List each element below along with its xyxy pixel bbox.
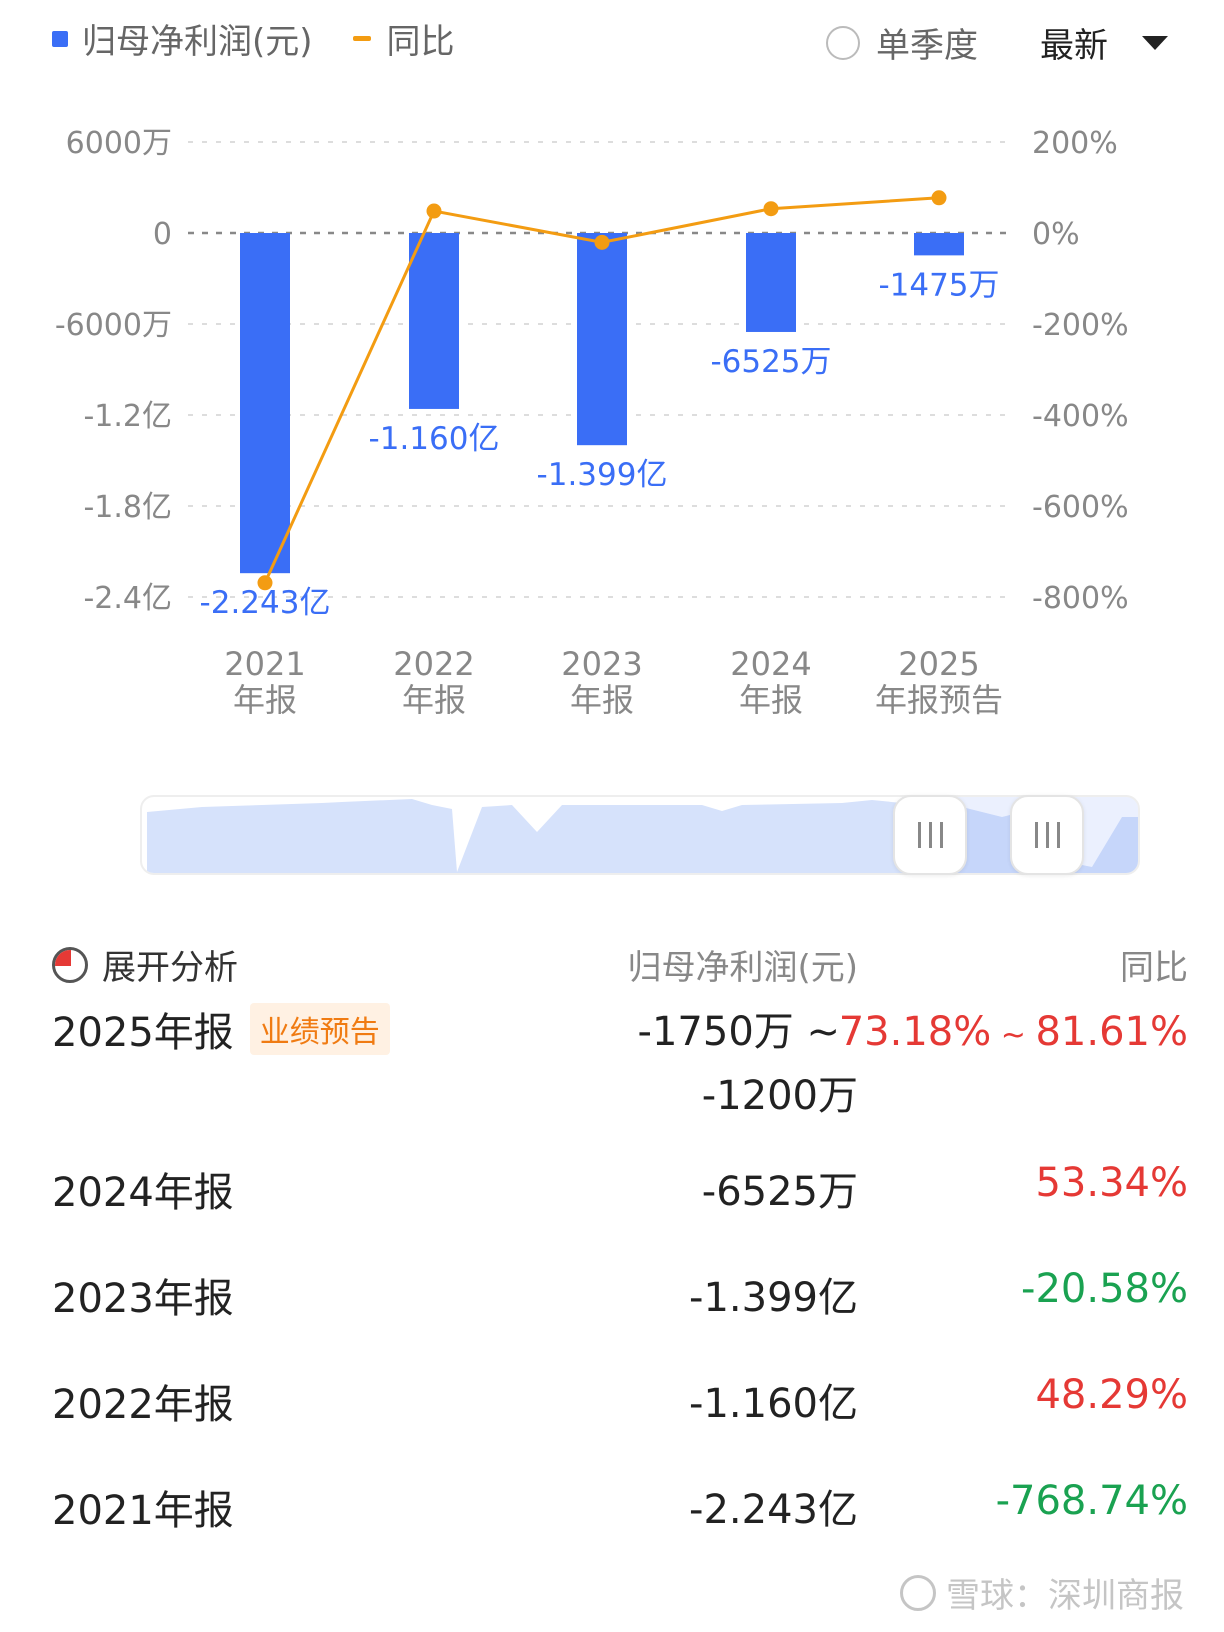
bar (577, 233, 627, 446)
single-quarter-toggle[interactable]: 单季度 (826, 18, 978, 67)
y-right-tick-label: -800% (1032, 581, 1129, 616)
y-right-tick-label: -400% (1032, 399, 1129, 434)
line-legend-label: 同比 (386, 22, 455, 62)
row-period: 2021年报 (52, 1488, 234, 1534)
y-right-tick-label: -600% (1032, 490, 1129, 525)
scroller-right-handle[interactable] (1010, 795, 1084, 875)
line-legend-swatch (352, 36, 371, 41)
table-header: 展开分析 归母净利润(元) 同比 (52, 940, 1188, 990)
yoy-point (257, 575, 273, 591)
y-right-tick-label: -200% (1032, 308, 1129, 343)
row-value-line2: -1200万 (701, 1073, 858, 1119)
row-value: -6525万 (701, 1169, 858, 1215)
snowball-logo-icon (900, 1574, 936, 1611)
row-value: -2.243亿 (689, 1487, 858, 1533)
x-category-label: 2021 (224, 645, 305, 683)
column-header-value: 归母净利润(元) (627, 948, 858, 988)
yoy-point (763, 201, 779, 217)
sort-label: 最新 (1040, 26, 1108, 66)
y-left-tick-label: -2.4亿 (83, 581, 172, 616)
expand-analysis-button[interactable]: 展开分析 (52, 940, 238, 989)
expand-analysis-label: 展开分析 (102, 948, 238, 988)
single-quarter-label: 单季度 (876, 26, 978, 66)
row-value: -1.399亿 (689, 1275, 858, 1321)
y-left-tick-label: 6000万 (66, 126, 172, 161)
radio-circle-icon[interactable] (826, 25, 860, 60)
row-yoy-separator: ~ (991, 1018, 1036, 1053)
scroller-preview (147, 797, 1138, 873)
row-yoy: 53.34% (1035, 1160, 1188, 1206)
bar-value-label: -1.160亿 (369, 421, 500, 457)
row-yoy-low: 73.18% (838, 1009, 992, 1055)
watermark-text: 雪球：深圳商报 (946, 1576, 1184, 1616)
chart-legend: 归母净利润(元) 同比 (52, 14, 455, 63)
y-right-tick-label: 0% (1032, 217, 1080, 252)
pie-chart-icon (52, 946, 88, 983)
bar-legend-label: 归母净利润(元) (82, 22, 313, 62)
row-period: 2023年报 (52, 1276, 234, 1322)
watermark: 雪球：深圳商报 (900, 1568, 1184, 1617)
bar-value-label: -1.399亿 (537, 457, 668, 493)
row-yoy: -768.74% (995, 1478, 1188, 1524)
x-category-label: 年报 (402, 681, 466, 719)
bar-legend-swatch (52, 30, 68, 47)
row-value-line1: -1750万 ~ (637, 1009, 840, 1055)
row-period: 2025年报 (52, 1010, 234, 1056)
bar (409, 233, 459, 409)
row-period: 2022年报 (52, 1382, 234, 1428)
x-category-label: 年报 (739, 681, 803, 719)
x-category-label: 年报 (233, 681, 297, 719)
caret-down-icon (1142, 35, 1168, 50)
x-category-label: 2023 (561, 645, 642, 683)
y-left-tick-label: -1.8亿 (83, 490, 172, 525)
forecast-badge: 业绩预告 (249, 1003, 390, 1055)
x-category-label: 2025 (898, 645, 979, 683)
row-yoy: -20.58% (1021, 1266, 1188, 1312)
x-category-label: 2022 (393, 645, 474, 683)
y-right-tick-label: 200% (1032, 126, 1118, 161)
y-left-tick-label: -1.2亿 (83, 399, 172, 434)
row-period: 2024年报 (52, 1170, 234, 1216)
yoy-point (594, 234, 610, 250)
profit-chart: 6000万 0 -6000万 -1.2亿 -1.8亿 -2.4亿 200% 0% -200% -4… (55, 126, 1129, 719)
bar-value-label: -6525万 (710, 344, 831, 380)
x-category-label: 2024 (730, 645, 811, 683)
bar (746, 233, 796, 332)
yoy-point (931, 190, 947, 206)
row-yoy: 48.29% (1035, 1372, 1188, 1418)
bar-value-label: -1475万 (878, 267, 999, 303)
yoy-point (426, 203, 442, 219)
row-value: -1.160亿 (689, 1381, 858, 1427)
y-left-tick-label: 0 (153, 217, 172, 252)
bar (914, 233, 964, 256)
x-category-label: 年报预告 (875, 681, 1003, 719)
sort-dropdown[interactable]: 最新 (1040, 18, 1168, 67)
column-header-yoy: 同比 (1120, 948, 1188, 988)
x-category-label: 年报 (570, 681, 634, 719)
bar-value-label: -2.243亿 (200, 585, 331, 621)
row-yoy-high: 81.61% (1035, 1009, 1188, 1055)
scroller-left-handle[interactable] (893, 795, 967, 875)
range-scroller[interactable] (140, 795, 1140, 875)
bar (240, 233, 290, 574)
y-left-tick-label: -6000万 (55, 308, 172, 343)
